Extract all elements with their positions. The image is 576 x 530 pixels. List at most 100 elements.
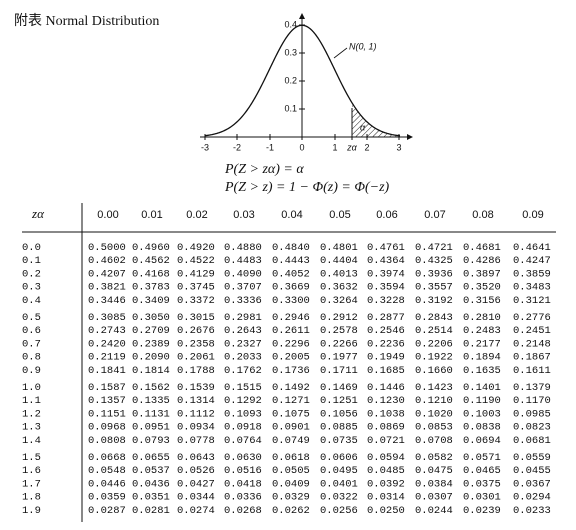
table-cell: 0.2810 xyxy=(463,312,501,324)
table-cell: 0.3669 xyxy=(272,282,310,294)
formula: P(Z > zα) = α xyxy=(224,162,304,177)
table-cell: 0.0749 xyxy=(272,435,310,447)
table-cell: 0.1151 xyxy=(88,408,126,420)
table-cell: 0.0643 xyxy=(177,452,215,464)
table-cell: 0.1611 xyxy=(513,365,551,377)
table-cell: 0.2389 xyxy=(132,338,170,350)
table-cell: 0.0559 xyxy=(513,452,551,464)
table-cell: 0.0606 xyxy=(320,452,358,464)
table-cell: 0.0336 xyxy=(224,492,262,504)
table-cell: 0.4522 xyxy=(177,255,215,267)
table-cell: 0.0808 xyxy=(88,435,126,447)
table-cell: 0.1190 xyxy=(463,395,501,407)
table-cell: 0.1660 xyxy=(415,365,453,377)
table-cell: 0.3557 xyxy=(415,282,453,294)
row-label: 0.0 xyxy=(22,242,41,254)
table-cell: 0.1922 xyxy=(415,352,453,364)
table-cell: 0.2358 xyxy=(177,338,215,350)
row-label: 1.4 xyxy=(22,435,41,447)
table: zα 0.00 0.01 0.02 0.03 0.04 0.05 0.06 0.07 0.08 0.… xyxy=(22,206,551,517)
table-cell: 0.1423 xyxy=(415,382,453,394)
column-header: 0.02 xyxy=(186,209,207,221)
table-cell: 0.1357 xyxy=(88,395,126,407)
row-label: 0.8 xyxy=(22,352,41,364)
table-cell: 0.4681 xyxy=(463,242,501,254)
table-cell: 0.3050 xyxy=(132,312,170,324)
table-cell: 0.4364 xyxy=(367,255,405,267)
table-cell: 0.2090 xyxy=(132,352,170,364)
table-cell: 0.1038 xyxy=(367,408,405,420)
row-label: 1.7 xyxy=(22,478,41,490)
table-cell: 0.3859 xyxy=(513,268,551,280)
table-cell: 0.0446 xyxy=(88,478,126,490)
table-cell: 0.1401 xyxy=(463,382,501,394)
table-cell: 0.4013 xyxy=(320,268,358,280)
table-cell: 0.1210 xyxy=(415,395,453,407)
row-label: 1.3 xyxy=(22,422,41,434)
table-cell: 0.0329 xyxy=(272,492,310,504)
table-cell: 0.4247 xyxy=(513,255,551,267)
table-cell: 0.0721 xyxy=(367,435,405,447)
table-cell: 0.2709 xyxy=(132,325,170,337)
table-cell: 0.0582 xyxy=(415,452,453,464)
y-tick-label: 0.2 xyxy=(284,75,297,85)
table-cell: 0.4641 xyxy=(513,242,551,254)
table-cell: 0.1335 xyxy=(132,395,170,407)
table-cell: 0.0505 xyxy=(272,465,310,477)
table-cell: 0.0344 xyxy=(177,492,215,504)
table-cell: 0.3821 xyxy=(88,282,126,294)
table-cell: 0.1685 xyxy=(367,365,405,377)
table-cell: 0.3783 xyxy=(132,282,170,294)
table-cell: 0.4325 xyxy=(415,255,453,267)
table-cell: 0.3446 xyxy=(88,295,126,307)
table-cell: 0.0594 xyxy=(367,452,405,464)
table-cell: 0.4286 xyxy=(463,255,501,267)
table-cell: 0.4168 xyxy=(132,268,170,280)
table-cell: 0.0294 xyxy=(513,492,551,504)
table-cell: 0.0409 xyxy=(272,478,310,490)
table-cell: 0.1894 xyxy=(463,352,501,364)
row-label: 0.5 xyxy=(22,312,41,324)
column-header: 0.00 xyxy=(97,209,118,221)
table-cell: 0.4404 xyxy=(320,255,358,267)
table-cell: 0.0384 xyxy=(415,478,453,490)
table-cell: 0.1711 xyxy=(320,365,358,377)
table-cell: 0.1539 xyxy=(177,382,215,394)
table-cell: 0.0838 xyxy=(463,422,501,434)
table-cell: 0.4602 xyxy=(88,255,126,267)
table-cell: 0.3372 xyxy=(177,295,215,307)
table-cell: 0.2514 xyxy=(415,325,453,337)
table-cell: 0.0274 xyxy=(177,505,215,517)
table-cell: 0.1131 xyxy=(132,408,170,420)
row-label: 1.1 xyxy=(22,395,41,407)
table-cell: 0.3745 xyxy=(177,282,215,294)
table-cell: 0.4052 xyxy=(272,268,310,280)
table-cell: 0.3707 xyxy=(224,282,262,294)
table-cell: 0.0901 xyxy=(272,422,310,434)
table-cell: 0.2981 xyxy=(224,312,262,324)
column-header: 0.05 xyxy=(329,209,350,221)
table-cell: 0.1562 xyxy=(132,382,170,394)
table-cell: 0.3228 xyxy=(367,295,405,307)
table-cell: 0.4960 xyxy=(132,242,170,254)
table-cell: 0.1814 xyxy=(132,365,170,377)
table-cell: 0.1635 xyxy=(463,365,501,377)
table-cell: 0.3300 xyxy=(272,295,310,307)
table-cell: 0.0281 xyxy=(132,505,170,517)
table-cell: 0.1112 xyxy=(177,408,215,420)
table-cell: 0.1056 xyxy=(320,408,358,420)
table-cell: 0.1230 xyxy=(367,395,405,407)
row-label: 1.5 xyxy=(22,452,41,464)
table-cell: 0.2005 xyxy=(272,352,310,364)
table-cell: 0.2578 xyxy=(320,325,358,337)
table-cell: 0.1469 xyxy=(320,382,358,394)
x-tick-label: 1 xyxy=(332,142,337,152)
table-cell: 0.4880 xyxy=(224,242,262,254)
table-cell: 0.1020 xyxy=(415,408,453,420)
y-tick-label: 0.4 xyxy=(284,19,297,29)
table-cell: 0.1841 xyxy=(88,365,126,377)
table-cell: 0.3936 xyxy=(415,268,453,280)
table-cell: 0.1075 xyxy=(272,408,310,420)
column-header: zα xyxy=(31,206,45,221)
table-cell: 0.1251 xyxy=(320,395,358,407)
